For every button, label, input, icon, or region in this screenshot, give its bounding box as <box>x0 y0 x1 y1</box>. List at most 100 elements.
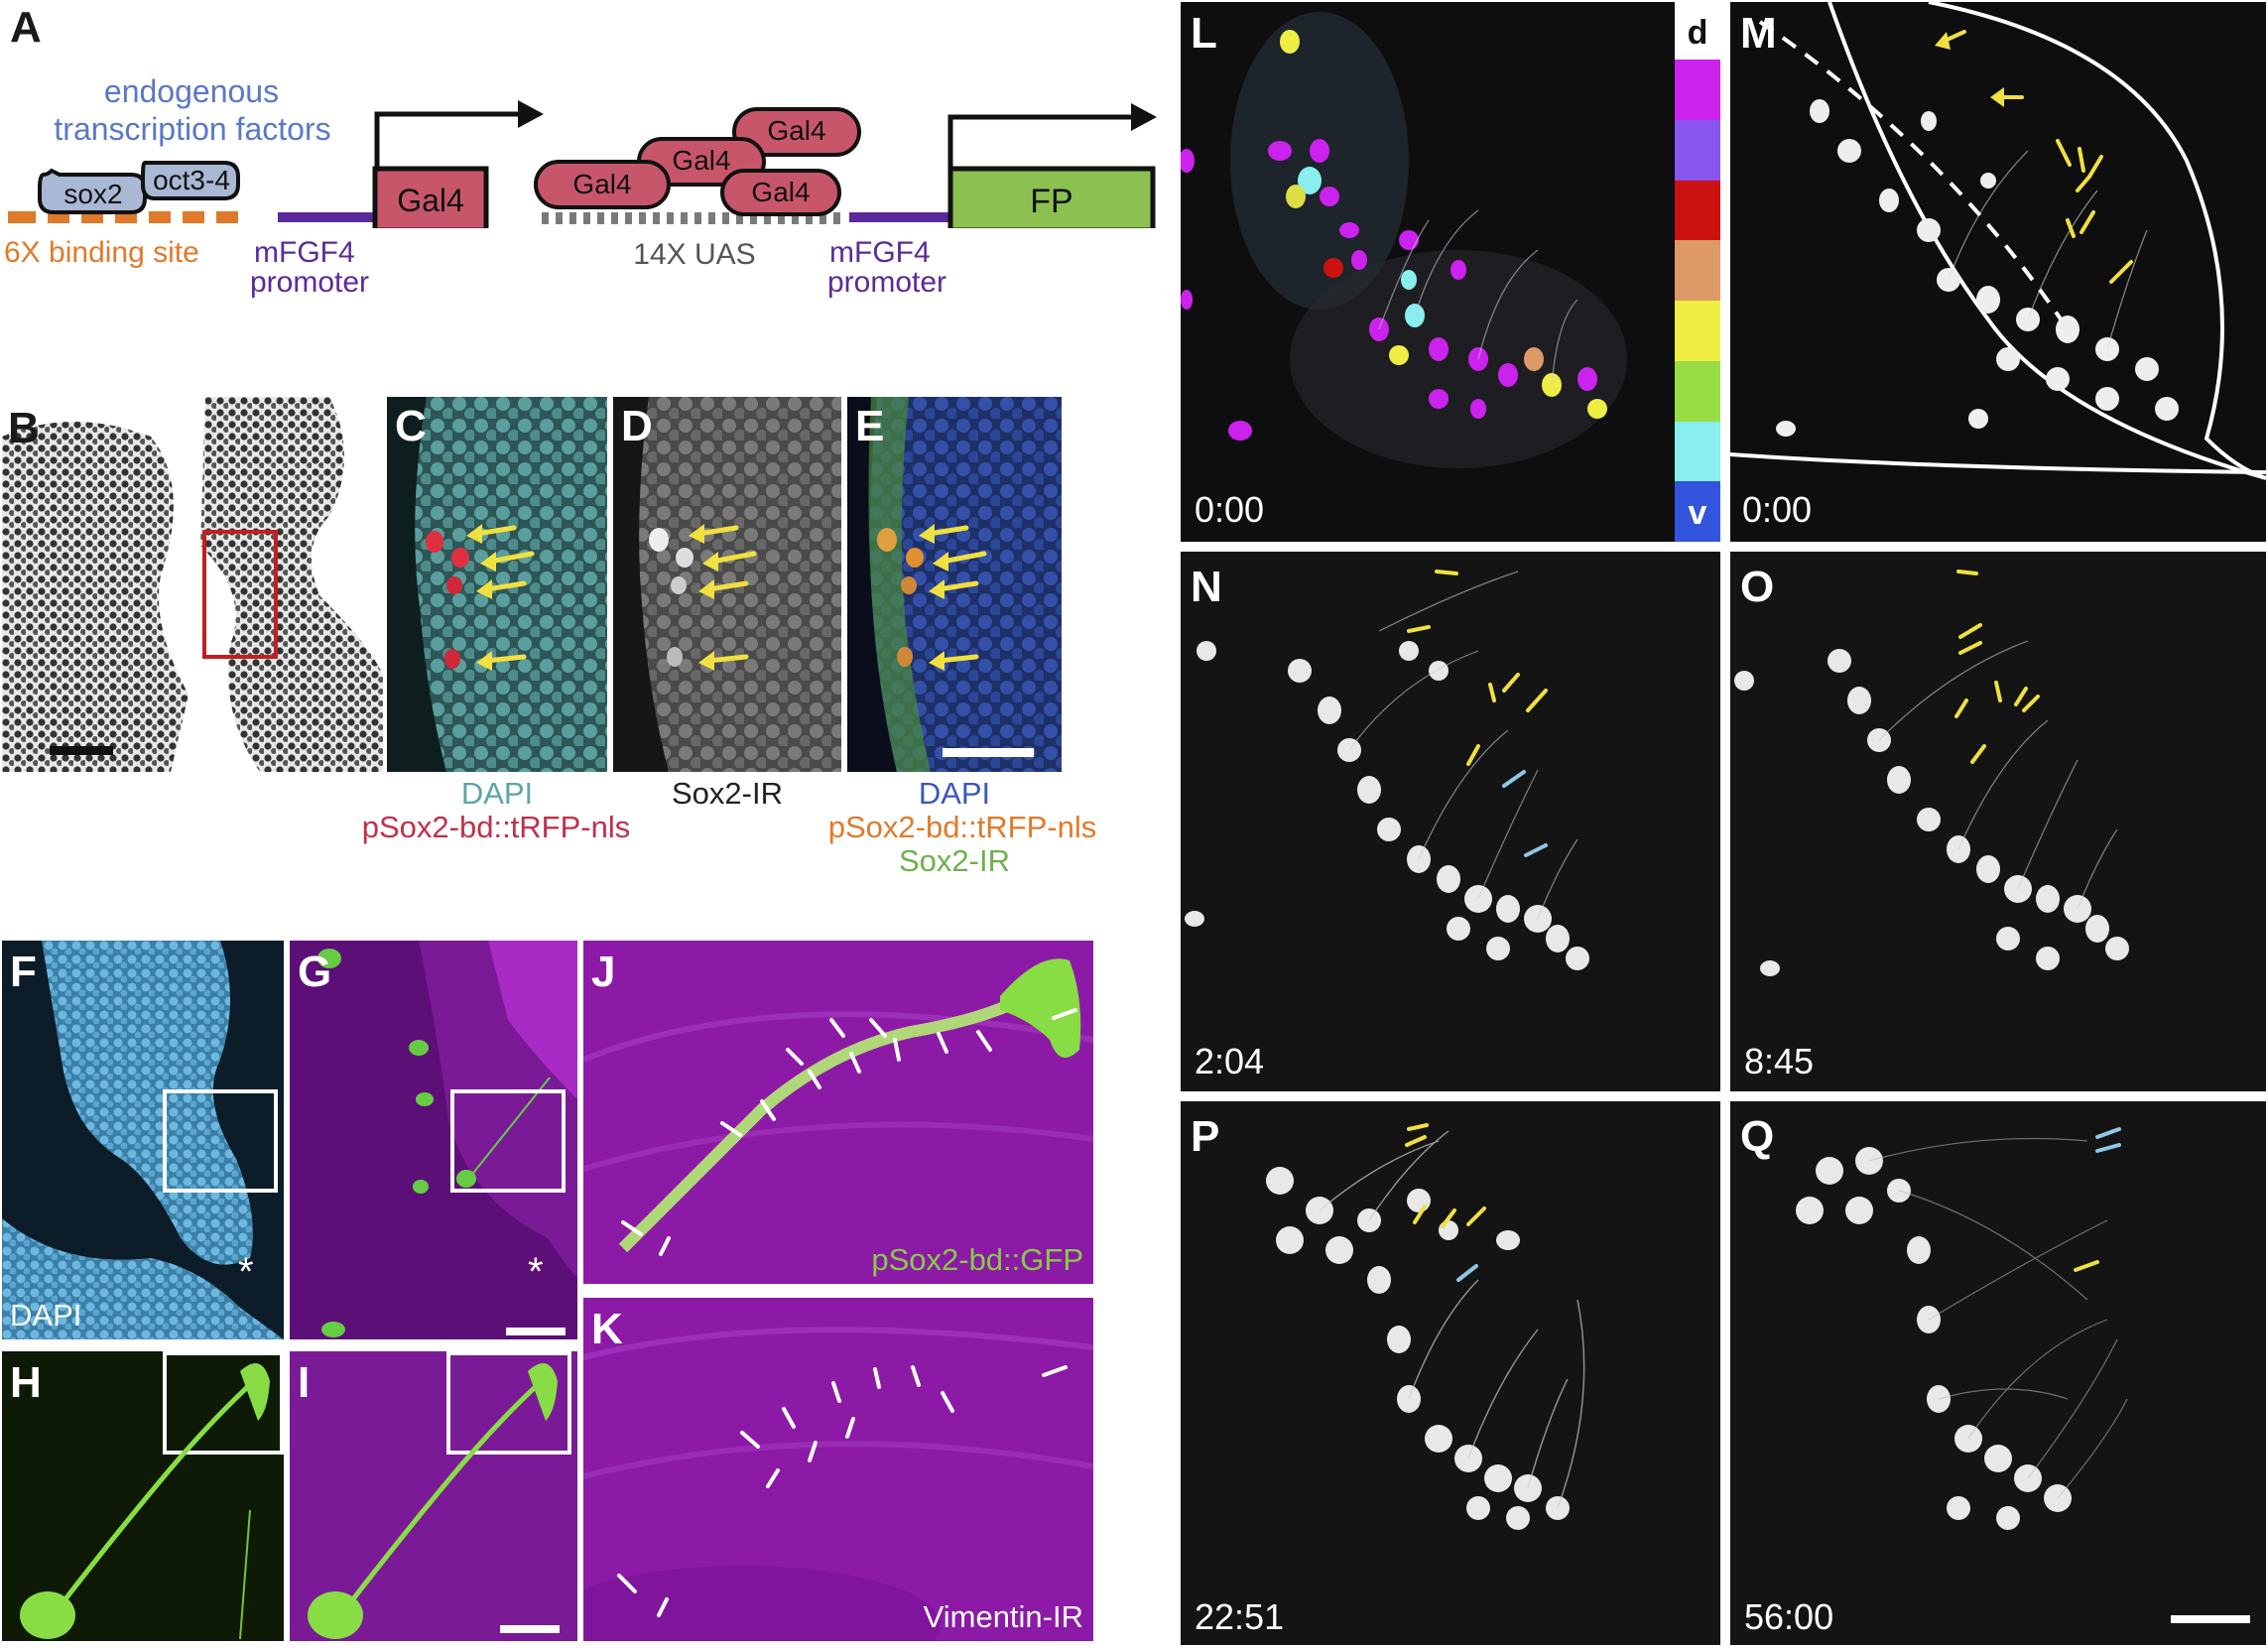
caption-k-vimentin: Vimentin-IR <box>923 1599 1083 1634</box>
panel-j: J pSox2-bd::GFP <box>583 941 1093 1284</box>
panel-f: F * DAPI <box>2 941 284 1339</box>
gal4-box-shape <box>372 166 489 228</box>
panel-label-b: B <box>8 404 40 452</box>
promoter-line-1 <box>278 212 373 222</box>
panel-c: C <box>387 397 607 772</box>
timestamp-n: 2:04 <box>1195 1041 1265 1081</box>
cyan-arrows-p <box>1456 1264 1478 1282</box>
panel-label-a: A <box>10 3 42 52</box>
yellow-arrows-n <box>1407 570 1548 766</box>
promoter1-line1: mFGF4 <box>254 236 355 269</box>
inset-box-red <box>202 530 278 659</box>
panel-label-l: L <box>1191 9 1217 58</box>
panel-label-k: K <box>591 1305 623 1353</box>
asterisk-f: * <box>238 1250 254 1294</box>
panel-b: B <box>2 397 383 772</box>
timestamp-p: 22:51 <box>1195 1596 1285 1637</box>
panel-h: H <box>2 1351 284 1641</box>
panel-a-diagram <box>0 0 1181 228</box>
caption-f-dapi: DAPI <box>10 1298 82 1332</box>
cyan-arrows-n <box>1502 770 1548 857</box>
caption-e-dapi: DAPI <box>918 776 991 811</box>
yellow-arrows-p <box>1405 1123 1486 1228</box>
panel-label-p: P <box>1191 1112 1220 1161</box>
panel-l: L 0:00 <box>1181 2 1681 542</box>
colorbar-swatch <box>1675 180 1720 241</box>
timestamp-m: 0:00 <box>1742 489 1813 530</box>
colorbar-swatch <box>1675 60 1720 120</box>
colorbar-bottom-label: v <box>1688 494 1707 532</box>
colorbar-swatch <box>1675 481 1720 542</box>
panel-label-q: Q <box>1740 1112 1775 1161</box>
gal4-box-label: Gal4 <box>397 183 464 218</box>
uas-label: 14X UAS <box>633 238 756 271</box>
yellow-arrows-o <box>1954 570 2040 764</box>
white-arrows-j <box>621 1008 1077 1256</box>
caption-c-rfp: pSox2-bd::tRFP-nls <box>361 810 631 844</box>
panel-o: O 8:45 <box>1730 552 2266 1091</box>
panel-e: E <box>847 397 1062 772</box>
promoter2-line1: mFGF4 <box>829 236 931 269</box>
oct-label: oct3-4 <box>153 165 230 195</box>
panel-d: D <box>613 397 841 772</box>
colorbar-swatch <box>1675 119 1720 181</box>
timestamp-o: 8:45 <box>1744 1041 1815 1081</box>
panel-g: G * <box>290 941 577 1339</box>
gal4-bubble-3: Gal4 <box>572 169 632 199</box>
scale-bar-g <box>506 1328 566 1335</box>
panel-label-o: O <box>1740 563 1775 611</box>
panel-label-g: G <box>298 948 332 996</box>
white-arrows-k <box>617 1365 1068 1617</box>
colorbar-top-label: d <box>1687 14 1708 52</box>
binding-site-label: 6X binding site <box>4 236 199 269</box>
colorbar-container: d v <box>1675 2 1720 542</box>
gal4-bubble-1: Gal4 <box>767 115 826 146</box>
caption-j-gfp: pSox2-bd::GFP <box>871 1242 1083 1277</box>
promoter1-line2: promoter <box>250 266 370 299</box>
panel-label-c: C <box>395 402 427 450</box>
panel-q: Q 56:00 <box>1730 1101 2266 1645</box>
scale-bar-b <box>50 746 113 755</box>
panel-k: K Vimentin-IR <box>583 1298 1093 1641</box>
fp-box-shape <box>947 166 1156 228</box>
scale-bar-i <box>500 1625 560 1633</box>
asterisk-g: * <box>528 1250 544 1294</box>
colorbar-swatch <box>1675 421 1720 482</box>
panel-i: I <box>290 1351 577 1641</box>
panel-label-f: F <box>10 948 37 996</box>
caption-e-rfp: pSox2-bd::tRFP-nls <box>827 810 1097 844</box>
caption-e-sox2: Sox2-IR <box>899 843 1010 878</box>
gal4-bubble-4: Gal4 <box>751 177 811 207</box>
promoter-line-2 <box>849 212 948 222</box>
colorbar-swatch <box>1675 301 1720 361</box>
promoter2-line2: promoter <box>827 266 947 299</box>
panel-label-h: H <box>10 1358 42 1407</box>
caption-c-dapi: DAPI <box>460 776 534 811</box>
cyan-arrows-q <box>2095 1127 2121 1153</box>
sox2-label: sox2 <box>63 179 123 209</box>
panel-m: M 0:00 <box>1730 2 2266 542</box>
timestamp-q: 56:00 <box>1744 1596 1834 1637</box>
caption-d-sox2: Sox2-IR <box>672 776 783 811</box>
scale-bar-e <box>943 748 1034 757</box>
panel-label-d: D <box>621 402 653 450</box>
colorbar-swatch <box>1675 360 1720 422</box>
panel-label-m: M <box>1740 9 1777 58</box>
gal4-bubble-2: Gal4 <box>672 145 731 176</box>
tf-title-line2: transcription factors <box>54 111 331 147</box>
colorbar-swatch <box>1675 240 1720 301</box>
panel-label-i: I <box>298 1358 311 1407</box>
yellow-arrows-m <box>1935 30 2133 284</box>
tf-title-line1: endogenous <box>103 73 280 109</box>
yellow-arrows-q <box>2074 1260 2099 1272</box>
fp-label: FP <box>1030 183 1073 220</box>
panel-label-j: J <box>591 948 616 996</box>
panel-n: N 2:04 <box>1181 552 1720 1091</box>
colored-cells-l <box>1181 30 1607 441</box>
panel-label-n: N <box>1191 563 1222 611</box>
colorbar-swatches <box>1675 60 1720 542</box>
panel-label-e: E <box>855 402 885 450</box>
scale-bar-q <box>2171 1615 2250 1623</box>
panel-p: P 22:51 <box>1181 1101 1720 1645</box>
timestamp-l: 0:00 <box>1195 489 1265 530</box>
